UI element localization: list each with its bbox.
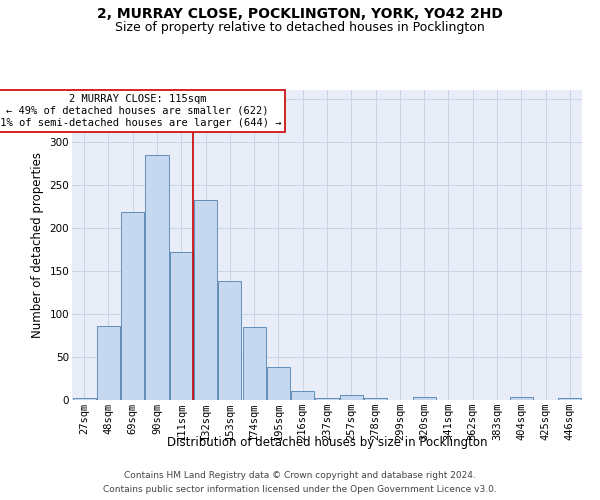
Bar: [242, 327, 266, 400]
Text: Distribution of detached houses by size in Pocklington: Distribution of detached houses by size …: [167, 436, 487, 449]
Text: Contains HM Land Registry data © Crown copyright and database right 2024.: Contains HM Land Registry data © Crown c…: [124, 472, 476, 480]
Y-axis label: Number of detached properties: Number of detached properties: [31, 152, 44, 338]
Bar: [97, 326, 120, 400]
Bar: [364, 398, 387, 400]
Bar: [559, 398, 581, 400]
Bar: [73, 398, 95, 400]
Bar: [145, 156, 169, 400]
Bar: [316, 398, 338, 400]
Text: 2, MURRAY CLOSE, POCKLINGTON, YORK, YO42 2HD: 2, MURRAY CLOSE, POCKLINGTON, YORK, YO42…: [97, 8, 503, 22]
Bar: [413, 398, 436, 400]
Text: 2 MURRAY CLOSE: 115sqm
← 49% of detached houses are smaller (622)
51% of semi-de: 2 MURRAY CLOSE: 115sqm ← 49% of detached…: [0, 94, 281, 128]
Bar: [170, 252, 193, 400]
Bar: [340, 395, 363, 400]
Text: Contains public sector information licensed under the Open Government Licence v3: Contains public sector information licen…: [103, 486, 497, 494]
Bar: [194, 200, 217, 400]
Bar: [267, 368, 290, 400]
Bar: [121, 212, 144, 400]
Text: Size of property relative to detached houses in Pocklington: Size of property relative to detached ho…: [115, 21, 485, 34]
Bar: [510, 398, 533, 400]
Bar: [218, 281, 241, 400]
Bar: [291, 392, 314, 400]
